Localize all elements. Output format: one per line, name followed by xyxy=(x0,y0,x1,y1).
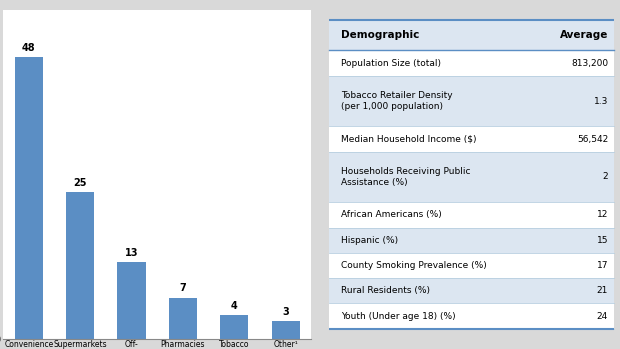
Bar xyxy=(272,321,299,339)
Bar xyxy=(329,278,614,303)
Bar xyxy=(169,297,197,339)
Text: Demographic: Demographic xyxy=(341,30,419,40)
Bar xyxy=(220,315,249,339)
Bar xyxy=(329,20,614,51)
Text: 813,200: 813,200 xyxy=(571,59,608,68)
Bar xyxy=(329,202,614,228)
Text: Rural Residents (%): Rural Residents (%) xyxy=(341,286,430,295)
Text: 2: 2 xyxy=(603,172,608,181)
Bar xyxy=(15,57,43,339)
Bar xyxy=(66,192,94,339)
Bar xyxy=(329,228,614,253)
Text: 4: 4 xyxy=(231,301,237,311)
Bar xyxy=(329,126,614,152)
Bar xyxy=(329,253,614,278)
Text: 56,542: 56,542 xyxy=(577,134,608,143)
Text: 7: 7 xyxy=(180,283,186,294)
Text: 24: 24 xyxy=(597,312,608,320)
Text: African Americans (%): African Americans (%) xyxy=(341,210,441,220)
Text: 21: 21 xyxy=(596,286,608,295)
Text: 15: 15 xyxy=(596,236,608,245)
Bar xyxy=(329,152,614,202)
Text: 13: 13 xyxy=(125,248,138,258)
Text: Youth (Under age 18) (%): Youth (Under age 18) (%) xyxy=(341,312,456,320)
Text: Average: Average xyxy=(560,30,608,40)
Text: Households Receiving Public
Assistance (%): Households Receiving Public Assistance (… xyxy=(341,167,471,187)
Text: 48: 48 xyxy=(22,43,35,53)
Text: 17: 17 xyxy=(596,261,608,270)
Text: Hispanic (%): Hispanic (%) xyxy=(341,236,398,245)
Text: Tobacco Retailer Density
(per 1,000 population): Tobacco Retailer Density (per 1,000 popu… xyxy=(341,91,453,111)
Bar xyxy=(117,262,146,339)
Text: 25: 25 xyxy=(73,178,87,188)
Text: 12: 12 xyxy=(596,210,608,220)
Bar xyxy=(329,303,614,329)
Bar xyxy=(329,76,614,126)
Text: 1.3: 1.3 xyxy=(594,97,608,106)
Bar xyxy=(329,51,614,76)
Text: County Smoking Prevalence (%): County Smoking Prevalence (%) xyxy=(341,261,487,270)
Text: Population Size (total): Population Size (total) xyxy=(341,59,441,68)
Text: 3: 3 xyxy=(282,307,289,317)
Text: Median Household Income ($): Median Household Income ($) xyxy=(341,134,476,143)
